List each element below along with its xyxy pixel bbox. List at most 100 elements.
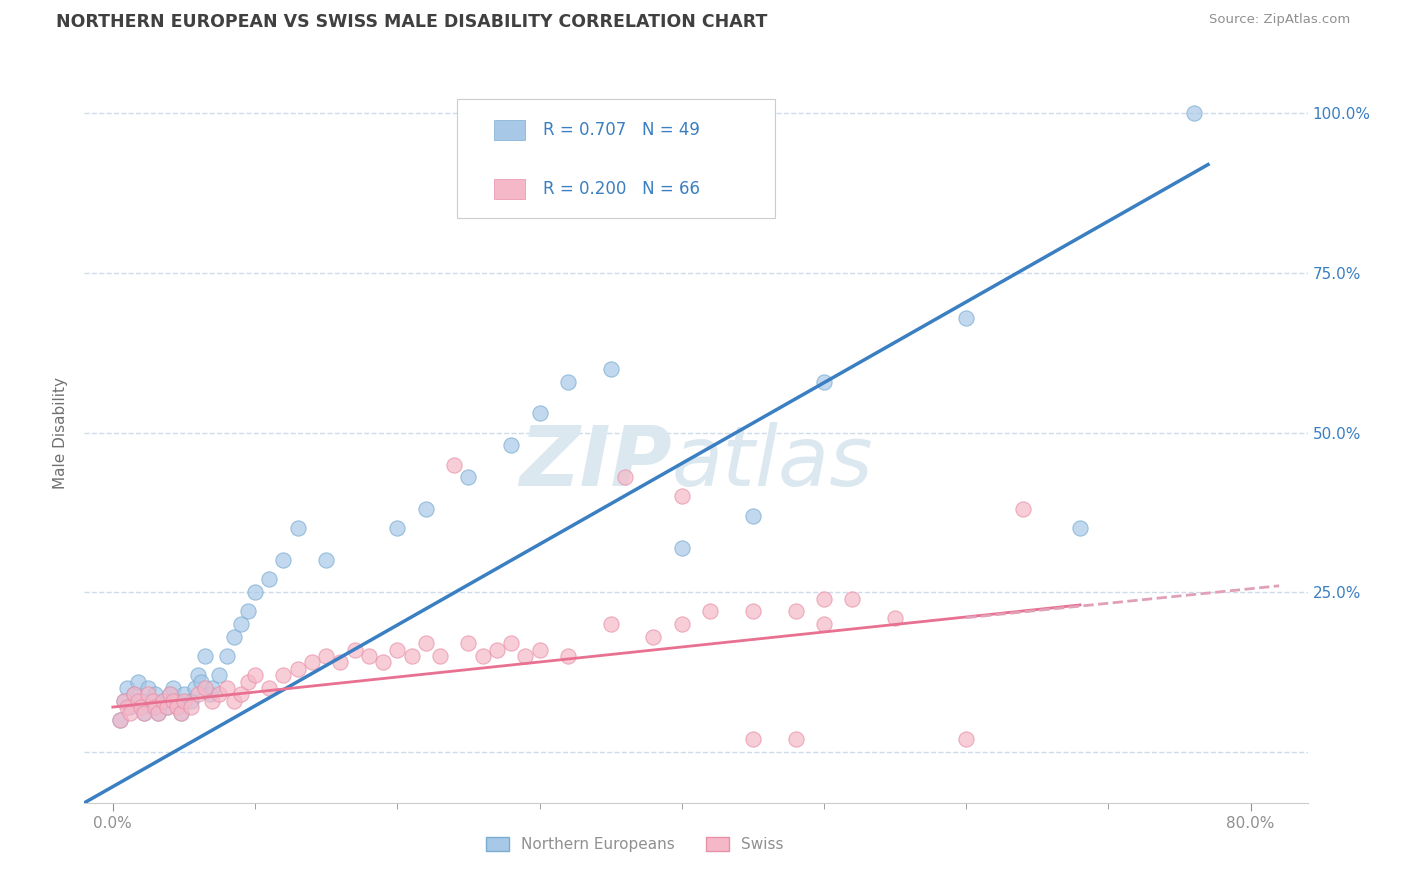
Point <box>215 648 238 663</box>
FancyBboxPatch shape <box>457 99 776 218</box>
Point <box>115 700 138 714</box>
Point <box>129 700 152 714</box>
Point <box>118 700 141 714</box>
Point <box>813 375 835 389</box>
Point <box>315 648 337 663</box>
Point <box>166 694 188 708</box>
Point <box>643 630 665 644</box>
Point <box>741 508 763 523</box>
Point <box>343 642 366 657</box>
Point <box>499 636 522 650</box>
Point <box>194 648 217 663</box>
Point <box>287 662 309 676</box>
Point <box>112 694 135 708</box>
Point <box>208 687 231 701</box>
Point <box>415 636 437 650</box>
Y-axis label: Male Disability: Male Disability <box>52 376 67 489</box>
Point <box>741 604 763 618</box>
Point <box>813 591 835 606</box>
Point <box>138 681 160 695</box>
Point <box>329 656 352 670</box>
Point <box>132 706 155 721</box>
Point <box>132 706 155 721</box>
Point <box>485 642 508 657</box>
Point <box>152 694 174 708</box>
Point <box>243 585 266 599</box>
Point <box>170 706 193 721</box>
Point <box>599 361 621 376</box>
Point <box>201 694 224 708</box>
Point <box>180 694 202 708</box>
Point <box>156 700 179 714</box>
Point <box>287 521 309 535</box>
Point <box>184 681 207 695</box>
Point <box>371 656 394 670</box>
Point <box>145 687 167 701</box>
Point <box>301 656 323 670</box>
Point <box>471 648 494 663</box>
Point <box>1069 521 1091 535</box>
Point <box>785 731 807 746</box>
Point <box>515 648 537 663</box>
Point <box>599 617 621 632</box>
Point <box>222 694 245 708</box>
Point <box>129 694 152 708</box>
Point <box>170 706 193 721</box>
Point <box>201 681 224 695</box>
Point <box>194 681 217 695</box>
Point <box>613 470 636 484</box>
Point <box>122 687 145 701</box>
Point <box>884 611 907 625</box>
Point <box>387 521 409 535</box>
Point <box>142 700 165 714</box>
Point <box>236 604 259 618</box>
FancyBboxPatch shape <box>494 179 524 200</box>
Point <box>243 668 266 682</box>
Point <box>148 706 170 721</box>
Point <box>443 458 465 472</box>
Text: R = 0.707   N = 49: R = 0.707 N = 49 <box>543 121 700 139</box>
Point <box>457 636 479 650</box>
Point <box>222 630 245 644</box>
Point <box>115 681 138 695</box>
Point <box>229 687 252 701</box>
Point <box>118 706 141 721</box>
Point <box>699 604 721 618</box>
Point <box>208 668 231 682</box>
Point <box>236 674 259 689</box>
Point <box>387 642 409 657</box>
Point <box>156 700 179 714</box>
FancyBboxPatch shape <box>494 120 524 140</box>
Point <box>173 694 195 708</box>
Point <box>841 591 863 606</box>
Point <box>1182 106 1205 120</box>
Point <box>127 694 149 708</box>
Point <box>187 687 209 701</box>
Text: atlas: atlas <box>672 422 873 503</box>
Point <box>145 700 167 714</box>
Point <box>529 642 551 657</box>
Point <box>166 700 188 714</box>
Point <box>108 713 131 727</box>
Point <box>148 706 170 721</box>
Point <box>315 553 337 567</box>
Point <box>415 502 437 516</box>
Text: Source: ZipAtlas.com: Source: ZipAtlas.com <box>1209 13 1350 27</box>
Point <box>955 731 977 746</box>
Point <box>162 681 184 695</box>
Point <box>108 713 131 727</box>
Point <box>671 490 693 504</box>
Point <box>499 438 522 452</box>
Point <box>273 553 295 567</box>
Point <box>180 700 202 714</box>
Point <box>162 694 184 708</box>
Point <box>112 694 135 708</box>
Point <box>173 687 195 701</box>
Point <box>152 694 174 708</box>
Point <box>190 674 212 689</box>
Point <box>215 681 238 695</box>
Point <box>187 668 209 682</box>
Text: R = 0.200   N = 66: R = 0.200 N = 66 <box>543 180 700 198</box>
Point <box>557 375 579 389</box>
Point <box>259 573 281 587</box>
